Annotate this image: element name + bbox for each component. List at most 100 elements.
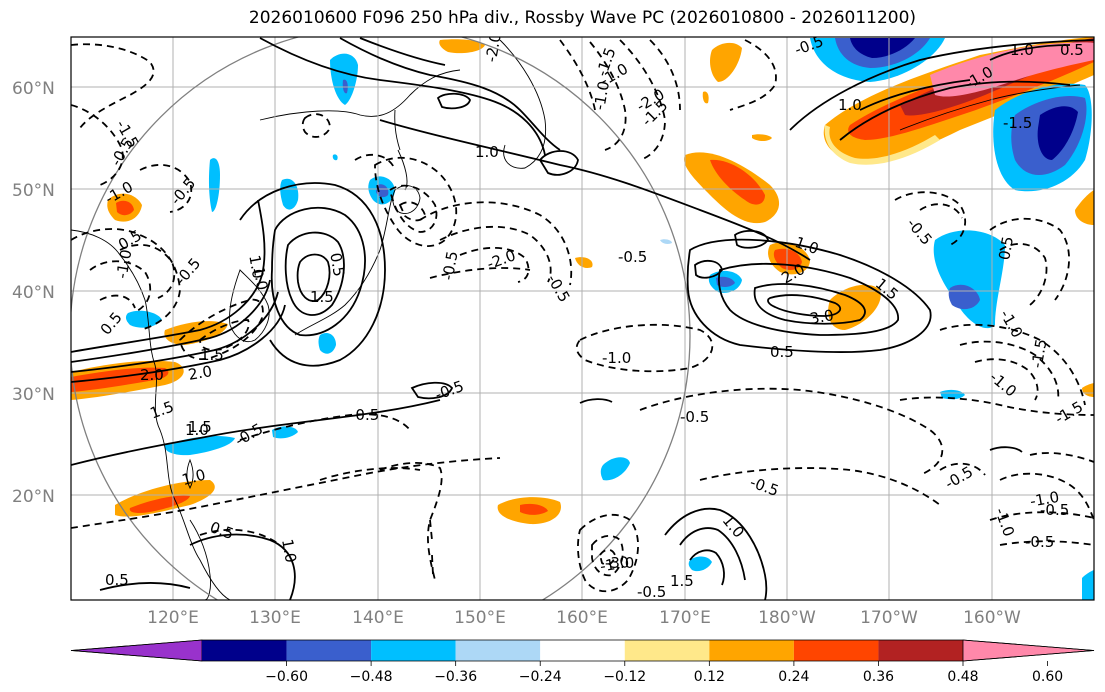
contour-label: 3.0 bbox=[808, 306, 835, 328]
contour-label: 0.5 bbox=[770, 343, 794, 361]
contour-solid-jet-1 bbox=[71, 199, 266, 353]
colorbar-tick-label: 0.48 bbox=[947, 669, 978, 685]
shade-orange-52n-tiny bbox=[752, 134, 772, 141]
contour-label: -0.5 bbox=[350, 406, 379, 424]
contour-solid-south-3 bbox=[689, 549, 725, 586]
shade-blue-kamchatka bbox=[330, 53, 358, 105]
lat-label-60n: 60°N bbox=[12, 79, 55, 99]
contour-label: 0.5 bbox=[105, 571, 129, 589]
shade-red-20n-150e bbox=[520, 503, 548, 515]
contour-label: 1.0 bbox=[249, 265, 271, 292]
contour-solid-japan-3 bbox=[296, 253, 331, 302]
colorbar-tick-label: 0.60 bbox=[1032, 669, 1063, 685]
contour-label: 2.0 bbox=[187, 362, 214, 384]
lat-label-30n: 30°N bbox=[12, 385, 55, 405]
contour-dash-south-dot bbox=[429, 519, 434, 576]
colorbar-tick-label: −0.48 bbox=[350, 669, 393, 685]
contour-solid-30n-dash bbox=[579, 398, 613, 404]
shade-mid-blue-42n-175e bbox=[716, 276, 735, 288]
contour-dash-midpac-south bbox=[639, 387, 944, 476]
coastline-sakhalin bbox=[394, 109, 408, 191]
shade-blue-50n-130e bbox=[280, 178, 299, 210]
contour-label: -1.5 bbox=[1003, 114, 1032, 132]
contour-dash-pac-3 bbox=[459, 246, 530, 283]
contour-label: 1.0 bbox=[1010, 41, 1034, 59]
coastline-korea bbox=[229, 269, 270, 343]
contour-dash-kuroshio bbox=[239, 413, 411, 441]
contour-label: 1.0 bbox=[838, 96, 862, 114]
contour-label: -1.5 bbox=[1028, 337, 1051, 369]
contour-label: -0.5 bbox=[618, 248, 647, 266]
contour-solid-bering bbox=[989, 44, 1071, 61]
contour-label: 1.5 bbox=[310, 288, 334, 306]
gridlines bbox=[71, 37, 1094, 600]
lon-label-160e: 160°E bbox=[556, 608, 608, 628]
shade-orange-60n-tiny bbox=[702, 91, 709, 104]
coastline-alaska bbox=[899, 84, 1081, 131]
contour-label: 1.5 bbox=[670, 572, 694, 590]
contour-label: -0.5 bbox=[637, 583, 666, 601]
map-area: -2.0 1.0 -1.5 -2.0 -1.5 1.0 -0.5 -1.0 -0… bbox=[71, 37, 1094, 601]
shade-orange-45n-south bbox=[575, 257, 593, 268]
contour-dash-pac-2 bbox=[439, 225, 552, 283]
latitude-labels: 60°N 50°N 40°N 30°N 20°N bbox=[12, 79, 55, 507]
coastline-taiwan bbox=[186, 458, 194, 490]
colorbar-outline bbox=[70, 639, 1095, 662]
contour-solid-jet-3 bbox=[71, 291, 279, 373]
shade-blue-15n-172e bbox=[688, 556, 712, 572]
contour-label: -0.5 bbox=[1040, 501, 1069, 519]
shade-red-50n-180 bbox=[710, 159, 765, 205]
shade-orange-38n-175w bbox=[828, 284, 881, 330]
colorbar-bin bbox=[286, 640, 372, 661]
contour-label: 1.5 bbox=[188, 418, 212, 436]
negative-contours bbox=[71, 39, 1094, 593]
colorbar-bin bbox=[709, 640, 794, 661]
coastline-japan bbox=[294, 197, 393, 336]
contour-label: 1.0 bbox=[180, 466, 208, 490]
lon-label-130e: 130°E bbox=[249, 608, 301, 628]
contour-dash-east-1 bbox=[894, 191, 967, 246]
contour-label: 1.0 bbox=[475, 143, 499, 161]
contour-label: -0.5 bbox=[439, 250, 462, 282]
contour-solid-south-1 bbox=[664, 507, 768, 600]
shade-blue-japan-south bbox=[318, 333, 336, 354]
positive-contours bbox=[71, 37, 1094, 600]
contour-label: -1.0 bbox=[602, 349, 631, 367]
contour-label: 0.5 bbox=[326, 251, 348, 278]
contour-label: 1.0 bbox=[278, 538, 300, 565]
contour-label: -0.5 bbox=[1025, 533, 1054, 551]
contour-solid-ne-1 bbox=[789, 39, 1094, 131]
contour-label: 0.5 bbox=[1060, 41, 1084, 59]
colorbar-tick-label: −0.12 bbox=[603, 669, 646, 685]
shade-blue-40n-165w bbox=[933, 230, 1005, 329]
contour-label: -1.0 bbox=[599, 553, 631, 576]
shade-yellow-fringe-ne bbox=[824, 125, 940, 165]
contour-dash-west-4 bbox=[119, 244, 176, 299]
contour-dash-pac-1 bbox=[419, 201, 573, 286]
contour-solid-east-1 bbox=[686, 238, 932, 353]
contour-dash-57n bbox=[301, 113, 331, 138]
lon-label-170e: 170°E bbox=[659, 608, 711, 628]
contour-dash-hokkaido-2 bbox=[388, 184, 438, 233]
contour-solid-kamchatka-2 bbox=[339, 37, 561, 151]
contour-solid-31n-loop bbox=[410, 381, 454, 400]
shade-orange-japan-sea bbox=[439, 39, 485, 54]
coastline-philippines bbox=[189, 519, 211, 600]
lon-label-120e: 120°E bbox=[147, 608, 199, 628]
contour-solid-jet-2 bbox=[71, 279, 271, 363]
contour-dash-east-6 bbox=[959, 340, 1060, 401]
contour-dash-japan-sea bbox=[354, 153, 396, 171]
colorbar-bin bbox=[371, 640, 456, 661]
contour-dash-east-3 bbox=[989, 217, 1070, 301]
contour-label: -3.0 bbox=[605, 554, 634, 572]
contour-solid-sea-loop bbox=[538, 150, 579, 176]
colorbar-bin bbox=[793, 640, 879, 661]
shade-blue-korea-west bbox=[125, 310, 162, 328]
lon-label-160w: 160°W bbox=[963, 608, 1021, 628]
contour-solid-east-28n bbox=[989, 446, 1023, 453]
contour-dash-east-12 bbox=[939, 462, 986, 476]
contour-label: 1.0 bbox=[185, 421, 209, 439]
lat-label-50n: 50°N bbox=[12, 181, 55, 201]
contour-dash-pac-4 bbox=[429, 267, 531, 279]
